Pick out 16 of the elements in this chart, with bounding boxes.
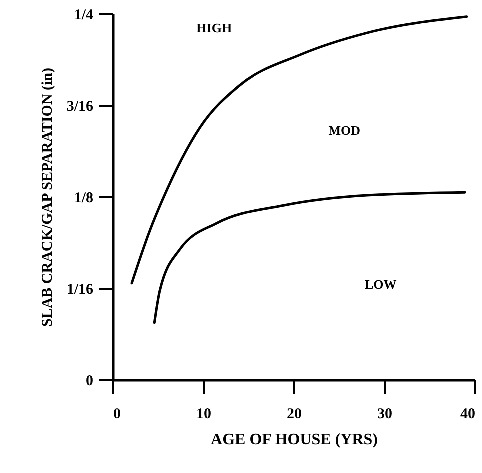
x-tick-label: 30: [378, 406, 392, 422]
y-tick-label: 0: [86, 374, 94, 390]
x-tick-label: 40: [460, 406, 476, 422]
annotation: LOW: [364, 276, 397, 292]
y-tick-label: 3/16: [66, 99, 94, 115]
annotation: HIGH: [196, 20, 232, 36]
y-tick-label: 1/4: [74, 8, 94, 24]
x-tick-label: 10: [196, 406, 212, 422]
annotation: MOD: [328, 123, 361, 138]
y-tick-label: 1/16: [66, 282, 94, 298]
y-tick-label: 1/8: [74, 190, 94, 206]
x-tick-label: 20: [287, 406, 302, 422]
x-tick-label: 0: [114, 406, 121, 422]
x-axis-title: AGE OF HOUSE (YRS): [211, 432, 378, 448]
line-series: [153, 191, 466, 324]
y-axis-title: SLAB CRACK/GAP SEPARATION (in): [40, 68, 56, 328]
